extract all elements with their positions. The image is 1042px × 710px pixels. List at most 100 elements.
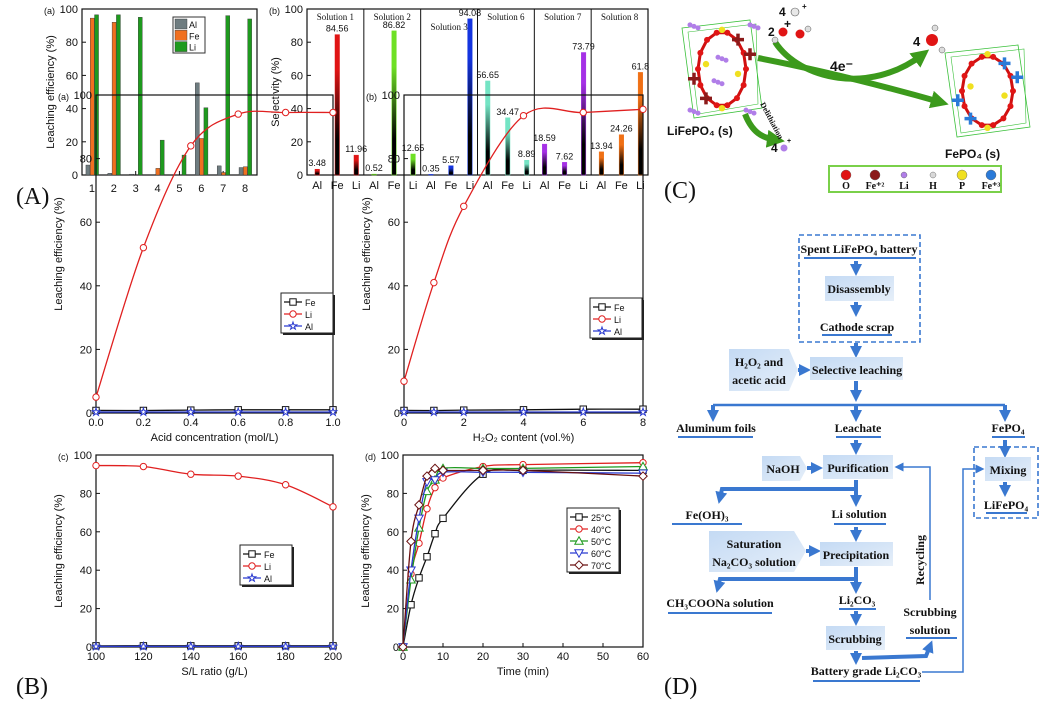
legend-atom-2 <box>900 171 908 179</box>
bar-li <box>524 159 530 176</box>
x-tick-label: Al <box>369 180 379 192</box>
oxygen-atom <box>990 122 997 129</box>
data-point <box>438 465 448 476</box>
x-tick-label: 2 <box>111 183 117 195</box>
x-tick-label: 5 <box>176 183 182 195</box>
h-charge: + <box>802 2 807 11</box>
legend-atom-label: Fe⁺³ <box>982 181 1001 192</box>
panel-label: (b) <box>366 92 377 102</box>
selective-leaching-label: Selective leaching <box>812 363 902 377</box>
bar-li <box>467 18 473 176</box>
data-point <box>423 553 431 561</box>
data-point <box>598 303 606 311</box>
legend-atom-4 <box>956 169 968 181</box>
solution-title: Solution 2 <box>374 12 411 22</box>
x-tick-label: 3 <box>133 183 139 195</box>
data-point <box>639 105 647 114</box>
y-tick-label: 80 <box>66 37 78 49</box>
legend-label: Fe <box>189 31 200 41</box>
reaction-arrow-oxidation <box>757 55 949 109</box>
data-point <box>92 461 100 470</box>
oxygen-atom <box>697 82 704 89</box>
li-charge: + <box>787 138 791 145</box>
phosphorus-atom <box>718 26 726 33</box>
phosphorus-atom <box>1001 92 1008 99</box>
legend-label: Al <box>305 322 313 332</box>
data-point <box>138 640 149 651</box>
data-point <box>577 406 589 417</box>
mixing-label: Mixing <box>990 463 1027 477</box>
x-tick-label: Fe <box>388 180 401 192</box>
y-tick-label: 0 <box>394 408 400 420</box>
mixing-step <box>985 457 1031 481</box>
data-point <box>573 535 585 545</box>
x-tick-label: Li <box>579 180 588 192</box>
data-point <box>478 465 488 476</box>
panel-label: (a) <box>44 6 55 16</box>
product-label: FePO₄ (s) <box>945 147 1000 161</box>
bar-li <box>138 17 143 176</box>
data-point <box>460 202 468 211</box>
x-tick-label: Al <box>596 180 606 192</box>
y-axis-label: Leaching efficiency (%) <box>53 494 65 608</box>
cathode-scrap-label: Cathode scrap <box>820 320 895 334</box>
legend-atom-label: P <box>959 181 965 192</box>
li-solution-label: Li solution <box>831 507 886 521</box>
panel-label: (d) <box>365 452 376 462</box>
bar-fe <box>111 22 117 176</box>
data-point <box>422 471 432 482</box>
data-point <box>637 406 649 417</box>
x-tick-label: 160 <box>229 651 247 663</box>
x-tick-label: Li <box>466 180 475 192</box>
data-point <box>287 320 299 331</box>
y-tick-label: 0 <box>86 408 92 420</box>
solution-title: Solution 6 <box>487 12 525 22</box>
data-point <box>90 640 102 651</box>
bar-li <box>203 107 209 176</box>
data-point <box>598 315 606 323</box>
y-axis-label: Leaching efficiency (%) <box>45 35 57 149</box>
bar-value-label: 8.89 <box>518 149 536 159</box>
h-coefficient: 4 <box>779 5 786 19</box>
data-point <box>234 110 242 118</box>
x-tick-label: Al <box>483 180 493 192</box>
legend-atom-3 <box>929 171 937 179</box>
x-tick-label: Fe <box>501 180 514 192</box>
scrubbing-solution-line2: solution <box>910 623 951 637</box>
bar-value-label: 86.82 <box>383 20 406 30</box>
bar-value-label: 24.26 <box>610 124 633 134</box>
x-tick-label: 4 <box>155 183 161 195</box>
lithium-atom <box>695 25 701 31</box>
bar-al <box>371 173 377 176</box>
bar-al <box>85 164 91 176</box>
legend-label: 40°C <box>591 525 612 535</box>
y-tick-label: 40 <box>387 565 399 577</box>
bar-value-label: 5.57 <box>442 155 460 165</box>
phosphorus-atom <box>718 105 726 112</box>
y-tick-label: 40 <box>388 281 400 293</box>
y-tick-label: 60 <box>80 527 92 539</box>
data-point <box>573 549 585 559</box>
data-point <box>414 500 424 510</box>
y-axis-label: Selectivity (%) <box>270 57 282 127</box>
y-tick-label: 0 <box>72 170 78 182</box>
oxygen-atom <box>978 53 985 60</box>
x-tick-label: 200 <box>324 651 342 663</box>
y-tick-label: 20 <box>388 344 400 356</box>
scrubbing-label: Scrubbing <box>828 632 881 646</box>
bar-fe <box>90 17 95 176</box>
data-point <box>638 471 648 482</box>
phosphorus-atom <box>984 124 991 131</box>
x-tick-label: 60 <box>637 651 649 663</box>
lithium-atom <box>695 110 701 116</box>
scrubbing-solution-line1: Scrubbing <box>903 605 956 619</box>
lithium-atom <box>751 110 757 116</box>
data-point <box>429 476 441 486</box>
bar-value-label: 18.59 <box>533 133 556 143</box>
precipitation-step <box>820 542 893 566</box>
oxygen-atom <box>704 36 711 43</box>
legend-label: Fe <box>614 303 625 313</box>
mixing-feed-line <box>922 464 985 673</box>
data-point <box>430 278 438 287</box>
lithium-atom <box>715 79 721 85</box>
